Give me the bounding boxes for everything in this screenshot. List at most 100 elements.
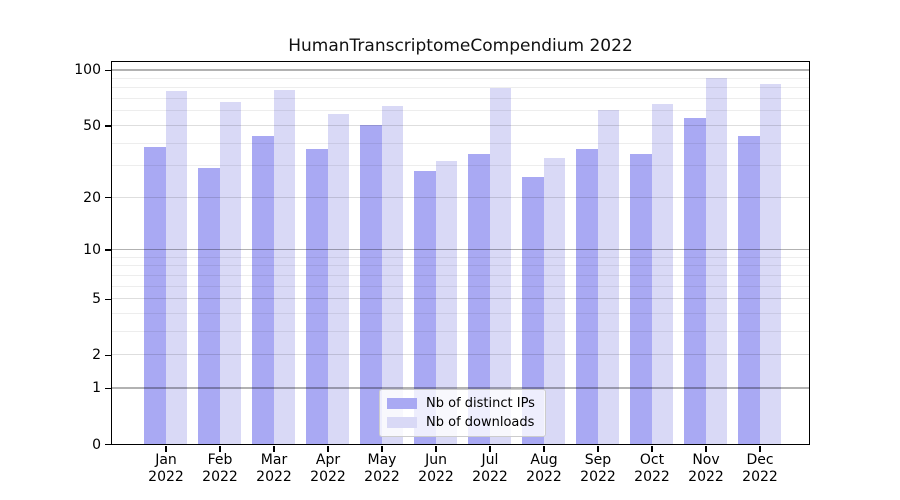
bar-distinct-ips-feb	[198, 168, 220, 444]
x-tick-year: 2022	[148, 469, 184, 485]
x-tick-year: 2022	[202, 469, 238, 485]
y-tick-label-5: 5	[92, 291, 101, 308]
x-tick-month: Jan	[155, 452, 177, 468]
gridline-50	[112, 124, 809, 126]
gridline-minor-6	[112, 285, 809, 287]
gridline-5	[112, 298, 809, 300]
y-tick-label-20: 20	[83, 189, 101, 206]
x-tick-label-jul: Jul 2022	[460, 452, 520, 486]
x-tick-mark-jun	[435, 445, 437, 452]
gridline-minor-3	[112, 331, 809, 333]
x-tick-year: 2022	[526, 469, 562, 485]
plot-inner	[112, 62, 809, 444]
x-tick-mark-nov	[705, 445, 707, 452]
x-tick-mark-feb	[219, 445, 221, 452]
bar-downloads-sep	[597, 109, 619, 444]
bar-distinct-ips-oct	[630, 153, 652, 444]
x-tick-label-apr: Apr 2022	[298, 452, 358, 486]
x-tick-month: Aug	[530, 452, 558, 468]
bar-distinct-ips-apr	[306, 149, 328, 444]
x-tick-mark-may	[381, 445, 383, 452]
gridline-minor-90	[112, 77, 809, 79]
bar-distinct-ips-mar	[252, 135, 274, 444]
gridline-minor-7	[112, 274, 809, 276]
x-tick-label-feb: Feb 2022	[190, 452, 250, 486]
bar-downloads-oct	[651, 104, 673, 444]
x-tick-label-aug: Aug 2022	[514, 452, 574, 486]
gridline-minor-4	[112, 313, 809, 315]
gridline-100	[112, 69, 809, 71]
bar-distinct-ips-nov	[684, 117, 706, 444]
bar-distinct-ips-jun	[414, 171, 436, 444]
x-tick-month: Nov	[692, 452, 720, 468]
x-tick-label-dec: Dec 2022	[730, 452, 790, 486]
y-tick-label-2: 2	[92, 347, 101, 364]
x-tick-month: Mar	[260, 452, 288, 468]
legend-label-downloads: Nb of downloads	[426, 415, 535, 430]
bar-distinct-ips-jul	[468, 153, 490, 444]
gridline-2	[112, 354, 809, 356]
legend-row-downloads: Nb of downloads	[387, 415, 538, 430]
legend: Nb of distinct IPs Nb of downloads	[379, 389, 546, 437]
gridline-10	[112, 249, 809, 251]
x-tick-year: 2022	[256, 469, 292, 485]
y-tick-mark-2	[105, 354, 111, 357]
x-tick-year: 2022	[310, 469, 346, 485]
gridline-20	[112, 196, 809, 198]
x-tick-month: Jul	[481, 452, 499, 468]
y-tick-mark-5	[105, 298, 111, 300]
y-tick-label-1: 1	[92, 380, 101, 397]
gridline-minor-30	[112, 165, 809, 167]
x-tick-month: May	[367, 452, 397, 468]
bar-downloads-mar	[273, 89, 295, 444]
x-tick-mark-sep	[597, 445, 599, 452]
x-tick-year: 2022	[580, 469, 616, 485]
x-tick-mark-jan	[165, 445, 167, 452]
bar-distinct-ips-aug	[522, 176, 544, 444]
y-tick-label-10: 10	[83, 242, 101, 259]
bar-distinct-ips-dec	[738, 135, 760, 444]
x-tick-mark-oct	[651, 445, 653, 452]
y-tick-mark-10	[105, 249, 111, 251]
x-tick-label-oct: Oct 2022	[622, 452, 682, 486]
y-tick-label-50: 50	[83, 117, 101, 134]
legend-swatch-distinct-ips	[387, 398, 417, 409]
x-tick-mark-dec	[759, 445, 761, 452]
legend-swatch-downloads	[387, 417, 417, 428]
chart-title: HumanTranscriptomeCompendium 2022	[288, 36, 633, 56]
x-tick-label-nov: Nov 2022	[676, 452, 736, 486]
legend-label-distinct-ips: Nb of distinct IPs	[426, 396, 535, 411]
x-tick-month: Feb	[207, 452, 233, 468]
bar-distinct-ips-jan	[144, 147, 166, 444]
x-tick-mark-mar	[273, 445, 275, 452]
x-tick-label-may: May 2022	[352, 452, 412, 486]
bar-downloads-feb	[219, 102, 241, 444]
x-tick-mark-apr	[327, 445, 329, 452]
x-tick-year: 2022	[418, 469, 454, 485]
y-tick-label-100: 100	[74, 62, 101, 79]
gridline-minor-60	[112, 110, 809, 112]
y-tick-mark-100	[105, 69, 111, 72]
legend-row-distinct-ips: Nb of distinct IPs	[387, 396, 538, 411]
gridline-minor-40	[112, 142, 809, 144]
gridline-minor-9	[112, 256, 809, 258]
x-tick-mark-jul	[489, 445, 491, 452]
x-tick-month: Dec	[746, 452, 774, 468]
x-tick-year: 2022	[634, 469, 670, 485]
y-tick-mark-1	[105, 387, 111, 390]
x-tick-month: Sep	[584, 452, 612, 468]
x-tick-month: Apr	[315, 452, 341, 468]
gridline-minor-70	[112, 98, 809, 100]
x-tick-year: 2022	[742, 469, 778, 485]
gridline-minor-80	[112, 87, 809, 89]
x-tick-label-mar: Mar 2022	[244, 452, 304, 486]
x-tick-year: 2022	[688, 469, 724, 485]
x-tick-label-jun: Jun 2022	[406, 452, 466, 486]
bar-downloads-dec	[759, 83, 781, 444]
x-tick-month: Jun	[425, 452, 447, 468]
bar-distinct-ips-may	[360, 125, 382, 444]
bar-downloads-jul	[489, 87, 511, 444]
bar-downloads-apr	[327, 113, 349, 444]
x-tick-label-sep: Sep 2022	[568, 452, 628, 486]
